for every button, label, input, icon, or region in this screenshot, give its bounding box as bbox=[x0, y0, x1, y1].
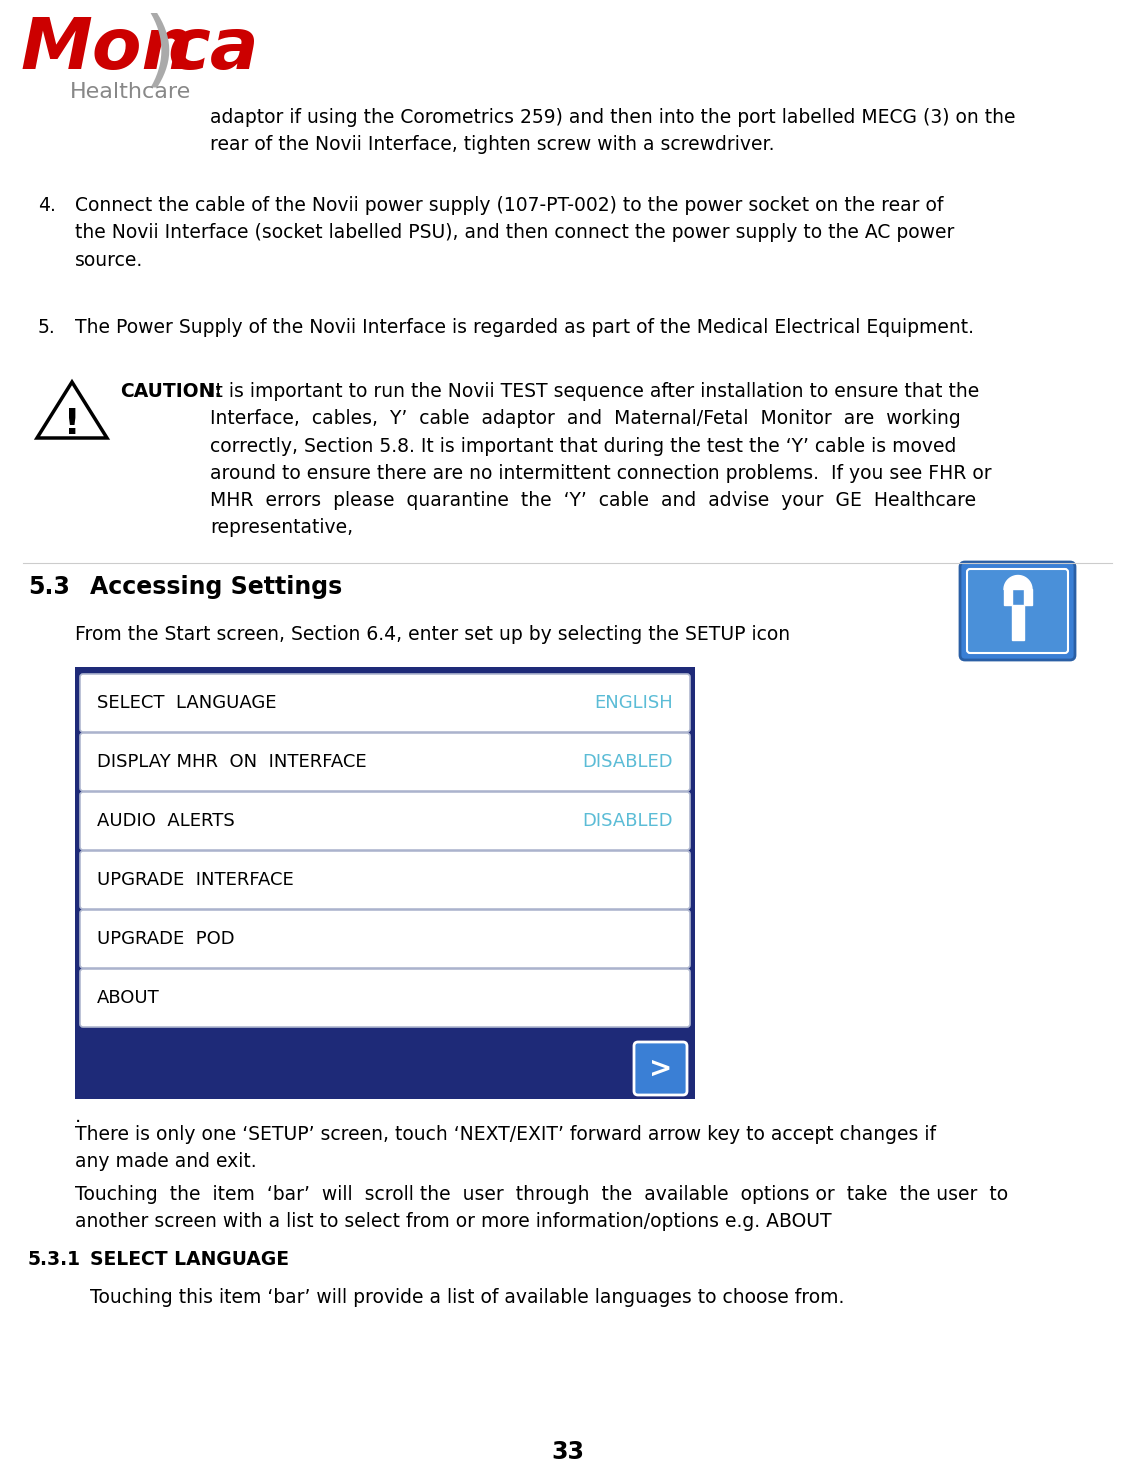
Text: .: . bbox=[75, 1107, 82, 1126]
FancyBboxPatch shape bbox=[79, 850, 690, 909]
FancyBboxPatch shape bbox=[79, 909, 690, 968]
FancyBboxPatch shape bbox=[79, 733, 690, 792]
Text: ENGLISH: ENGLISH bbox=[595, 694, 673, 712]
FancyBboxPatch shape bbox=[79, 792, 690, 850]
Text: 4.: 4. bbox=[37, 196, 56, 215]
Text: DISABLED: DISABLED bbox=[582, 753, 673, 771]
FancyBboxPatch shape bbox=[960, 562, 1075, 660]
Text: Touching this item ‘bar’ will provide a list of available languages to choose fr: Touching this item ‘bar’ will provide a … bbox=[90, 1288, 844, 1307]
Text: >: > bbox=[649, 1054, 672, 1082]
Text: There is only one ‘SETUP’ screen, touch ‘NEXT/EXIT’ forward arrow key to accept : There is only one ‘SETUP’ screen, touch … bbox=[75, 1125, 936, 1172]
Text: Connect the cable of the Novii power supply (107-PT-002) to the power socket on : Connect the cable of the Novii power sup… bbox=[75, 196, 955, 270]
Text: It is important to run the Novii TEST sequence after installation to ensure that: It is important to run the Novii TEST se… bbox=[210, 382, 992, 537]
Text: 33: 33 bbox=[550, 1440, 585, 1464]
FancyBboxPatch shape bbox=[634, 1042, 687, 1095]
Text: The Power Supply of the Novii Interface is regarded as part of the Medical Elect: The Power Supply of the Novii Interface … bbox=[75, 318, 974, 338]
Text: ): ) bbox=[143, 12, 176, 93]
Text: DISPLAY MHR  ON  INTERFACE: DISPLAY MHR ON INTERFACE bbox=[96, 753, 367, 771]
FancyBboxPatch shape bbox=[79, 674, 690, 733]
Text: Touching  the  item  ‘bar’  will  scroll the  user  through  the  available  opt: Touching the item ‘bar’ will scroll the … bbox=[75, 1185, 1008, 1231]
Text: 5.3: 5.3 bbox=[28, 575, 70, 598]
Text: 5.: 5. bbox=[37, 318, 56, 338]
FancyBboxPatch shape bbox=[1003, 590, 1011, 604]
Text: ca: ca bbox=[167, 15, 259, 84]
Text: Accessing Settings: Accessing Settings bbox=[90, 575, 343, 598]
Text: UPGRADE  INTERFACE: UPGRADE INTERFACE bbox=[96, 871, 294, 889]
FancyBboxPatch shape bbox=[1011, 604, 1024, 640]
Text: ABOUT: ABOUT bbox=[96, 989, 160, 1007]
Text: SELECT  LANGUAGE: SELECT LANGUAGE bbox=[96, 694, 277, 712]
Text: UPGRADE  POD: UPGRADE POD bbox=[96, 930, 235, 948]
Text: Mon: Mon bbox=[20, 15, 193, 84]
Text: SELECT LANGUAGE: SELECT LANGUAGE bbox=[90, 1250, 289, 1269]
Text: !: ! bbox=[64, 407, 81, 441]
Text: adaptor if using the Corometrics 259) and then into the port labelled MECG (3) o: adaptor if using the Corometrics 259) an… bbox=[210, 108, 1016, 155]
Polygon shape bbox=[37, 382, 107, 438]
Text: AUDIO  ALERTS: AUDIO ALERTS bbox=[96, 812, 235, 830]
FancyBboxPatch shape bbox=[75, 668, 695, 1100]
Text: From the Start screen, Section 6.4, enter set up by selecting the SETUP icon: From the Start screen, Section 6.4, ente… bbox=[75, 625, 790, 644]
FancyBboxPatch shape bbox=[967, 569, 1068, 653]
FancyBboxPatch shape bbox=[1024, 590, 1032, 604]
Text: CAUTION:: CAUTION: bbox=[120, 382, 221, 401]
Text: Healthcare: Healthcare bbox=[70, 83, 192, 102]
FancyBboxPatch shape bbox=[79, 968, 690, 1027]
Text: DISABLED: DISABLED bbox=[582, 812, 673, 830]
Text: 5.3.1: 5.3.1 bbox=[28, 1250, 81, 1269]
